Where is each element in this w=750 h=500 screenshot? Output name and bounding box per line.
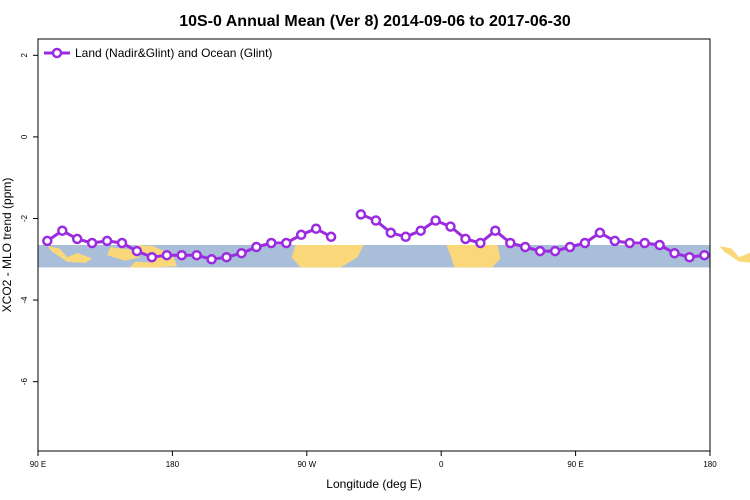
data-point: [639, 237, 650, 249]
data-point: [505, 237, 516, 249]
data-point: [445, 221, 456, 232]
data-point: [475, 237, 486, 249]
data-point: [594, 227, 606, 239]
legend-marker: [51, 47, 63, 59]
x-tick-label: 90 W: [297, 460, 316, 469]
data-point: [415, 225, 426, 236]
chart-title: 10S-0 Annual Mean (Ver 8) 2014-09-06 to …: [179, 13, 571, 30]
y-tick-label: -4: [20, 296, 29, 304]
land-africa: [446, 245, 501, 268]
land-australia-0: [129, 261, 160, 268]
data-point: [609, 235, 621, 247]
legend-label: Land (Nadir&Glint) and Ocean (Glint): [75, 46, 272, 60]
data-point: [519, 241, 531, 253]
x-tick-label: 180: [166, 460, 180, 469]
land-sulawesi-0: [107, 247, 141, 261]
data-point: [355, 209, 367, 220]
data-point: [310, 223, 322, 234]
data-point: [251, 241, 262, 253]
data-point: [295, 229, 307, 241]
data-point: [176, 249, 187, 261]
data-point: [57, 225, 68, 236]
data-point: [236, 247, 247, 259]
map-land: [47, 245, 750, 268]
data-point: [116, 237, 128, 249]
data-point: [191, 249, 202, 261]
plot-area: [38, 209, 750, 268]
data-point: [654, 239, 665, 251]
legend: Land (Nadir&Glint) and Ocean (Glint): [44, 46, 272, 60]
plot-frame: [37, 38, 711, 452]
data-point: [400, 231, 411, 243]
data-point: [370, 215, 382, 226]
data-point: [131, 245, 143, 257]
data-point: [684, 251, 695, 263]
land-sumatra-0: [47, 246, 93, 263]
data-point: [266, 237, 277, 249]
data-point: [206, 254, 217, 265]
axis-ticks: 90 E 180 90 W 0 90 E 180 2 0 -2 -4 -6: [20, 53, 717, 469]
data-point: [460, 233, 471, 245]
land-south-america: [291, 245, 364, 268]
data-point: [699, 249, 710, 261]
y-tick-label: -6: [20, 378, 29, 386]
data-point: [325, 231, 337, 243]
data-point: [161, 249, 173, 261]
data-point: [385, 227, 397, 239]
data-point: [281, 237, 292, 249]
data-point: [146, 251, 158, 263]
x-tick-label: 90 E: [30, 460, 46, 469]
data-point: [71, 233, 83, 245]
data-point: [669, 247, 680, 259]
y-axis-label: XCO2 - MLO trend (ppm): [0, 178, 14, 313]
data-point: [564, 241, 576, 253]
series-0: [42, 209, 710, 265]
y-tick-label: 2: [20, 53, 29, 58]
data-point: [549, 245, 561, 257]
data-point: [579, 237, 591, 249]
data-point: [42, 235, 53, 247]
data-point: [101, 235, 113, 247]
data-point: [490, 225, 501, 236]
data-point: [86, 237, 98, 249]
data-point: [624, 237, 635, 249]
data-point: [534, 245, 546, 257]
y-tick-label: -2: [20, 214, 29, 222]
y-tick-label: 0: [20, 134, 29, 139]
data-point: [430, 215, 441, 226]
data-point: [221, 251, 232, 263]
x-tick-label: 0: [439, 460, 444, 469]
x-tick-label: 180: [703, 460, 717, 469]
land-sumatra-1: [719, 246, 750, 263]
x-tick-label: 90 E: [567, 460, 583, 469]
x-axis-label: Longitude (deg E): [326, 477, 421, 491]
